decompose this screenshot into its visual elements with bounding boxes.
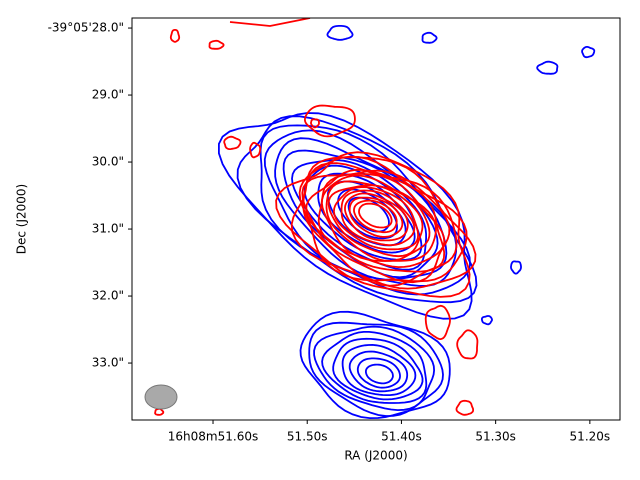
blue-contour [313, 325, 436, 412]
red-contour [344, 192, 409, 242]
red-contour [325, 180, 431, 262]
red-contour [348, 196, 404, 238]
red-contour [305, 168, 446, 273]
x-axis-label: RA (J2000) [344, 449, 407, 463]
blue-contour [326, 25, 354, 41]
blue-contour [581, 46, 596, 59]
y-tick-label: 29.0" [92, 88, 124, 102]
red-contour [358, 202, 393, 229]
red-contour [303, 104, 356, 138]
blue-contour [347, 196, 390, 233]
red-contour [229, 18, 311, 27]
blue-contour [341, 343, 417, 396]
y-tick-label: -39°05'28.0" [48, 21, 124, 35]
red-contour [455, 399, 474, 416]
y-tick-label: 30.0" [92, 155, 124, 169]
blue-contour [536, 60, 559, 75]
red-contour [275, 151, 471, 298]
blue-contour [274, 137, 448, 281]
red-contour [332, 186, 420, 251]
y-tick-label: 32.0" [92, 289, 124, 303]
red-contour [327, 184, 424, 258]
blue-contour [308, 321, 444, 417]
blue-contour [218, 112, 473, 320]
y-tick-label: 31.0" [92, 222, 124, 236]
red-contour [154, 408, 165, 416]
red-contour [353, 199, 398, 234]
red-contour [302, 162, 458, 287]
blue-contour [421, 31, 438, 44]
x-tick-label: 51.50s [287, 430, 328, 444]
x-tick-label: 51.20s [570, 430, 611, 444]
x-tick-label: 51.30s [475, 430, 516, 444]
red-contour [249, 141, 262, 159]
red-contour [424, 304, 451, 341]
blue-contour [332, 337, 424, 401]
blue-contour [348, 350, 409, 393]
red-contour [169, 29, 181, 43]
contour-map [154, 18, 596, 420]
blue-contour [481, 315, 493, 326]
red-contour [456, 329, 479, 360]
y-tick-label: 33.0" [92, 356, 124, 370]
blue-contour [356, 357, 401, 389]
red-contour [208, 39, 225, 50]
red-contour [310, 118, 320, 129]
x-tick-label: 16h08m51.60s [168, 430, 258, 444]
y-axis-label: Dec (J2000) [15, 184, 29, 254]
blue-contour [299, 310, 451, 420]
plot-frame [131, 17, 621, 421]
blue-contour [365, 363, 394, 385]
blue-contour [321, 331, 428, 404]
x-tick-label: 51.40s [381, 430, 422, 444]
red-contour [223, 135, 242, 150]
blue-contour [510, 260, 522, 275]
red-contour [340, 189, 416, 247]
beam [144, 384, 178, 410]
red-contour [301, 169, 451, 284]
